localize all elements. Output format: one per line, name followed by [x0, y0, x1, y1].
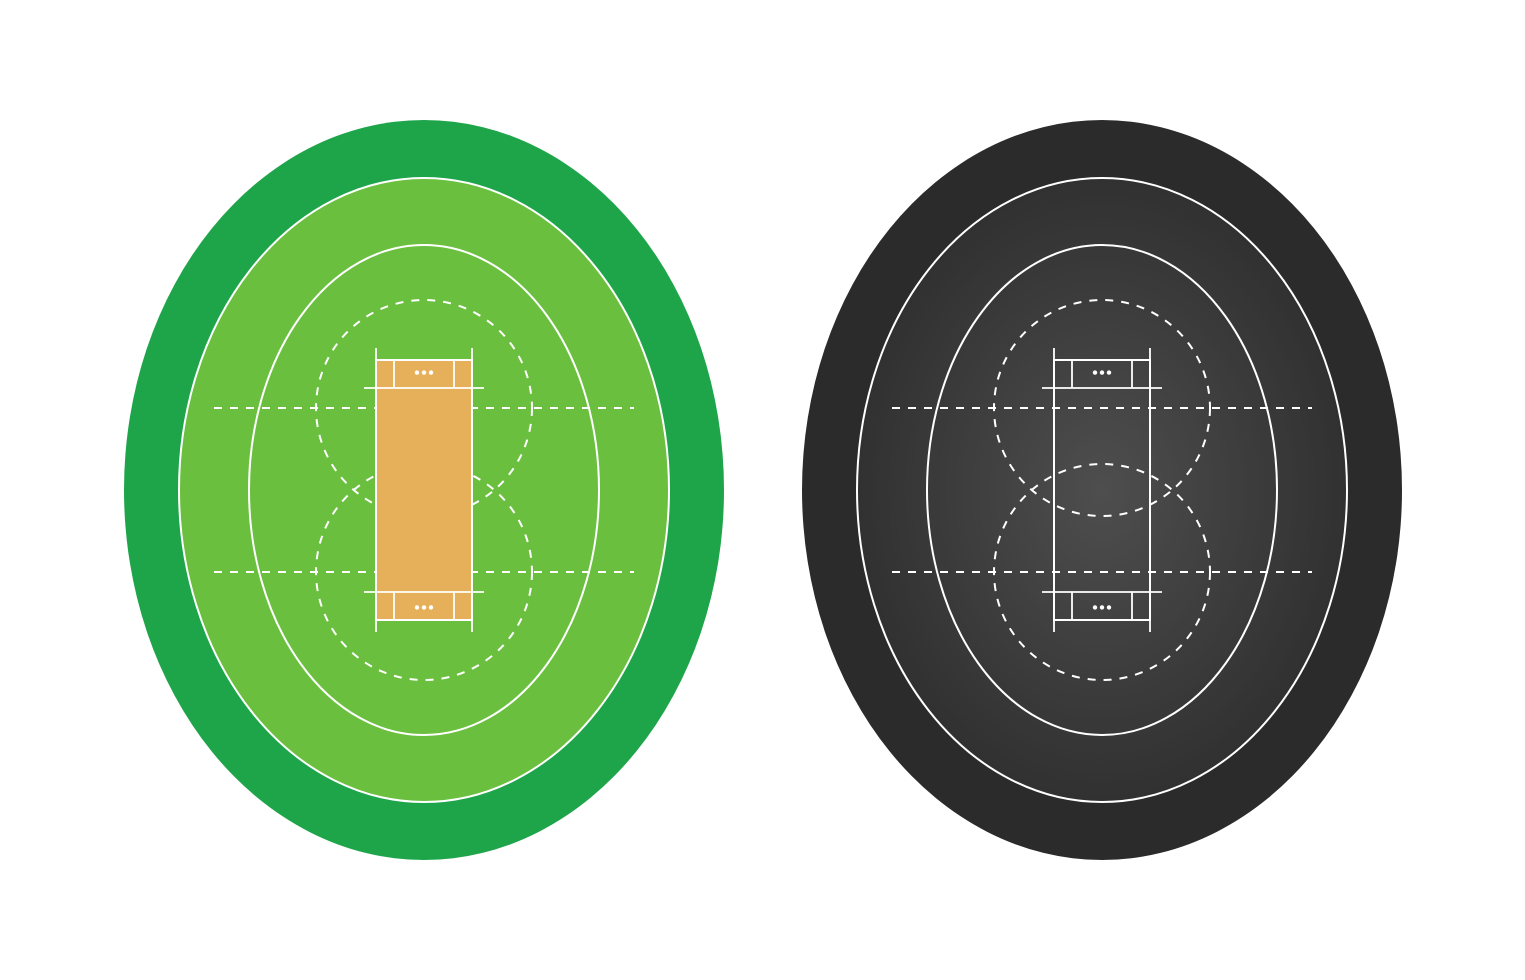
cricket-field-dark	[802, 120, 1402, 860]
cricket-field-svg-dark	[802, 120, 1402, 860]
cricket-field-svg-green	[124, 120, 724, 860]
cricket-field-green	[124, 120, 724, 860]
